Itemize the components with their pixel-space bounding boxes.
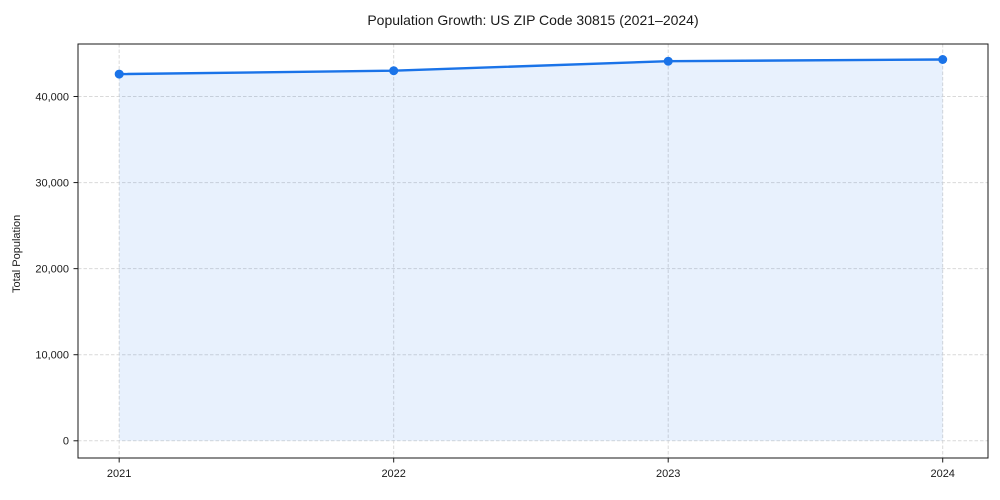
series-line <box>117 58 944 76</box>
y-tick-label: 10,000 <box>35 350 69 362</box>
y-tick-label: 30,000 <box>35 177 69 189</box>
x-tick-label: 2023 <box>656 468 680 480</box>
data-point-2023 <box>663 56 673 66</box>
data-point-2024 <box>938 55 948 64</box>
y-tick-label: 40,000 <box>35 91 69 103</box>
x-tick-label: 2021 <box>107 468 131 480</box>
chart-title: Population Growth: US ZIP Code 30815 (20… <box>367 12 699 28</box>
y-tick-label: 20,000 <box>35 263 69 275</box>
x-tick-label: 2022 <box>381 468 405 480</box>
data-point-2022 <box>389 66 399 76</box>
area-fill <box>119 59 943 441</box>
x-tick-label: 2024 <box>930 468 954 480</box>
y-tick-label: 0 <box>63 436 69 448</box>
data-point-2021 <box>114 69 124 79</box>
plot-frame <box>77 43 989 459</box>
